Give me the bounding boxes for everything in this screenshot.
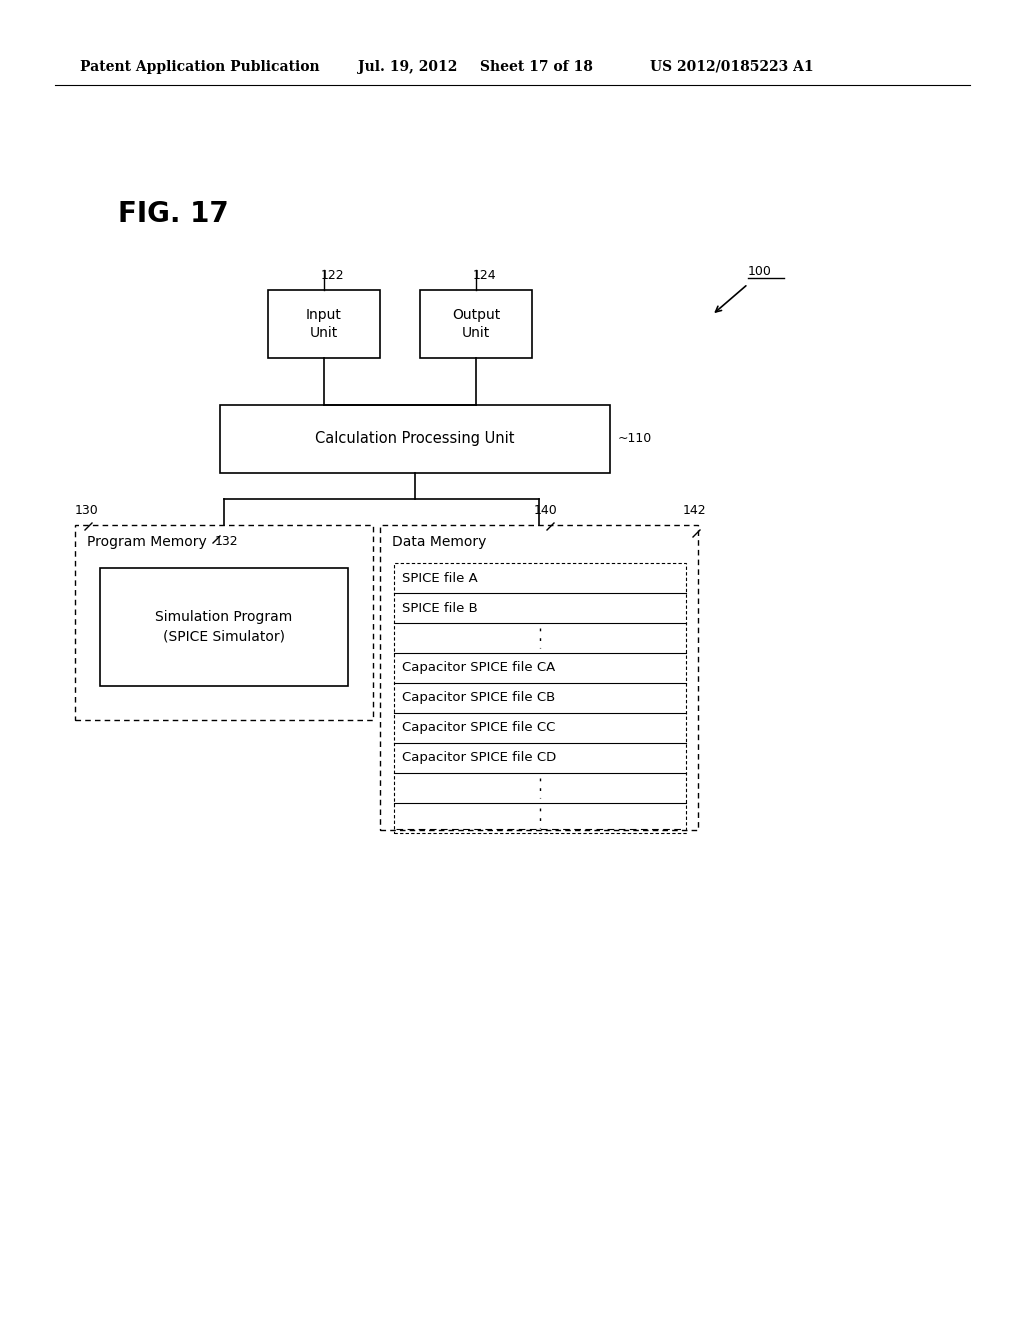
Text: Jul. 19, 2012: Jul. 19, 2012 (358, 59, 458, 74)
Text: 142: 142 (683, 504, 707, 517)
Bar (100, 568, 348, 686)
Text: Capacitor SPICE file CC: Capacitor SPICE file CC (402, 722, 555, 734)
Bar (380, 525, 698, 830)
Text: SPICE file B: SPICE file B (402, 602, 478, 615)
Bar (75, 525, 373, 719)
Bar (394, 564, 686, 833)
Text: US 2012/0185223 A1: US 2012/0185223 A1 (650, 59, 814, 74)
Text: Input
Unit: Input Unit (306, 308, 342, 341)
Text: Calculation Processing Unit: Calculation Processing Unit (315, 432, 515, 446)
Text: SPICE file A: SPICE file A (402, 572, 478, 585)
Text: ~110: ~110 (618, 433, 652, 446)
Text: FIG. 17: FIG. 17 (118, 201, 228, 228)
Text: Patent Application Publication: Patent Application Publication (80, 59, 319, 74)
Bar (268, 290, 380, 358)
Bar (220, 405, 610, 473)
Text: Capacitor SPICE file CD: Capacitor SPICE file CD (402, 751, 556, 764)
Text: Program Memory: Program Memory (87, 535, 207, 549)
Text: 124: 124 (472, 269, 496, 282)
Text: 122: 122 (321, 269, 344, 282)
Text: Simulation Program
(SPICE Simulator): Simulation Program (SPICE Simulator) (156, 610, 293, 644)
Text: Sheet 17 of 18: Sheet 17 of 18 (480, 59, 593, 74)
Text: Output
Unit: Output Unit (452, 308, 500, 341)
Text: 130: 130 (75, 504, 98, 517)
Text: 132: 132 (215, 535, 239, 548)
Text: Capacitor SPICE file CA: Capacitor SPICE file CA (402, 661, 555, 675)
Bar (420, 290, 532, 358)
Text: Capacitor SPICE file CB: Capacitor SPICE file CB (402, 692, 555, 705)
Text: 140: 140 (534, 504, 558, 517)
Text: 100: 100 (748, 265, 772, 279)
Text: Data Memory: Data Memory (392, 535, 486, 549)
